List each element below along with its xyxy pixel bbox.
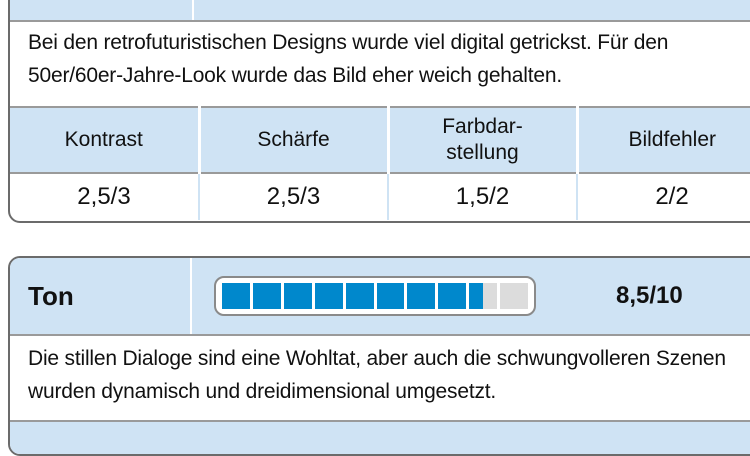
bild-description: Bei den retrofuturistischen Designs wurd… [10, 20, 750, 106]
value-bildfehler: 2/2 [576, 172, 750, 220]
meter-segment [283, 283, 312, 309]
ton-meter-cell: 8,5/10 [192, 258, 750, 334]
meter-segment [438, 283, 467, 309]
column-header-kontrast: Kontrast [10, 106, 199, 173]
column-header-farbdarstellung: Farbdar- stellung [386, 106, 577, 173]
value-kontrast: 2,5/3 [10, 172, 199, 220]
meter-segment [376, 283, 405, 309]
meter-segment [407, 283, 436, 309]
bild-rating-card: Bei den retrofuturistischen Designs wurd… [8, 0, 750, 223]
ton-description: Die stillen Dialoge sind eine Wohltat, a… [10, 334, 750, 420]
score-table-value-row: 2,5/3 2,5/3 1,5/2 2/2 [10, 172, 750, 220]
bild-header-meter-cell [194, 0, 750, 20]
ton-header-row: Ton 8,5/10 [10, 258, 750, 334]
ton-label: Ton [10, 258, 192, 334]
meter-segment [314, 283, 343, 309]
bild-header-label-cell [10, 0, 194, 20]
column-header-schaerfe: Schärfe [197, 106, 388, 173]
meter-segment [500, 283, 529, 309]
score-table-header-row: Kontrast Schärfe Farbdar- stellung Bildf… [10, 106, 750, 173]
bild-score-table: Kontrast Schärfe Farbdar- stellung Bildf… [10, 106, 750, 220]
column-header-farbdarstellung-label: Farbdar- stellung [442, 115, 523, 164]
value-schaerfe: 2,5/3 [198, 172, 388, 220]
meter-segment [222, 283, 250, 309]
ton-score: 8,5/10 [616, 282, 683, 309]
value-farbdarstellung: 1,5/2 [387, 172, 577, 220]
meter-segment [345, 283, 374, 309]
bild-header-row [10, 0, 750, 20]
ton-rating-meter [214, 276, 536, 316]
ton-table-header-strip [10, 420, 750, 454]
meter-segment [252, 283, 281, 309]
column-header-bildfehler: Bildfehler [575, 106, 750, 173]
ton-rating-card: Ton 8,5/10 Die stillen Dialoge sind eine… [8, 256, 750, 456]
meter-segment [469, 283, 498, 309]
